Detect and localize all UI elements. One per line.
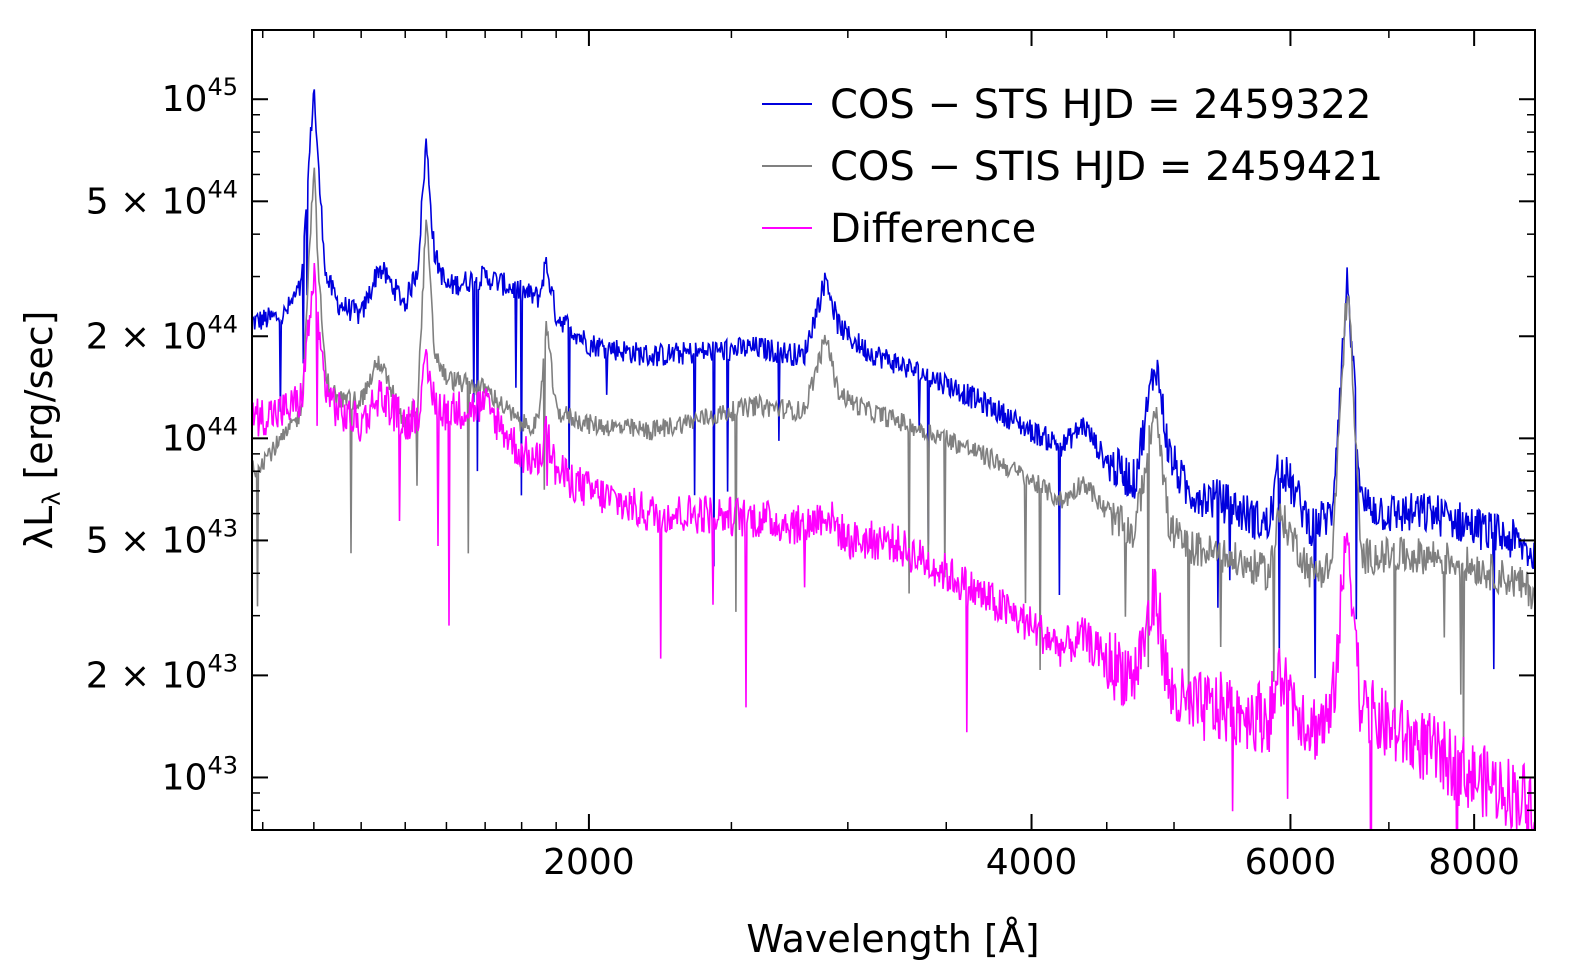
- y-axis-label: λLλ [erg/sec]: [17, 311, 66, 550]
- legend: COS − STS HJD = 2459322 COS − STIS HJD =…: [762, 82, 1383, 252]
- x-tick-label: 4000: [986, 842, 1078, 883]
- x-tick-label: 2000: [543, 842, 635, 883]
- y-tick-label: 5 × 1044: [86, 175, 238, 222]
- y-tick-label: 1043: [162, 751, 238, 798]
- plot-frame: [251, 29, 1536, 831]
- legend-label-difference: Difference: [830, 206, 1036, 252]
- x-tick-labels: 2000 4000 6000 8000: [543, 842, 1520, 883]
- y-axis-label-suffix: [erg/sec]: [17, 311, 61, 492]
- y-axis-label-sub: λ: [38, 492, 66, 506]
- y-axis-label-main: λL: [17, 506, 61, 550]
- x-axis-label: Wavelength [Å]: [746, 917, 1039, 961]
- x-tick-label: 6000: [1245, 842, 1337, 883]
- y-tick-label: 2 × 1044: [86, 310, 238, 357]
- legend-label-cos-stis: COS − STIS HJD = 2459421: [830, 144, 1383, 190]
- series-line-2: [252, 262, 1535, 830]
- y-tick-label: 2 × 1043: [86, 649, 238, 696]
- y-tick-label: 1045: [162, 73, 238, 120]
- y-tick-label: 5 × 1043: [86, 514, 238, 561]
- y-tick-label: 1044: [162, 412, 238, 459]
- x-tick-label: 8000: [1428, 842, 1520, 883]
- y-tick-labels: 1043 2 × 1043 5 × 1043 1044 2 × 1044 5 × 1044…: [86, 73, 238, 798]
- ticks-layer: [252, 30, 1535, 830]
- series-layer: [252, 89, 1535, 830]
- series-line-1: [252, 167, 1535, 752]
- legend-label-cos-sts: COS − STS HJD = 2459322: [830, 82, 1371, 128]
- series-line-0: [252, 89, 1535, 679]
